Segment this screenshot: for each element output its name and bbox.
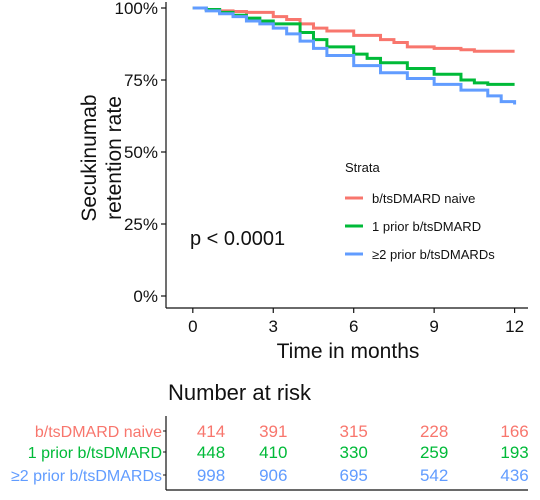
risk-row-label: 1 prior b/tsDMARD <box>28 445 162 462</box>
risk-count: 542 <box>420 466 448 485</box>
legend-label: b/tsDMARD naive <box>372 191 475 206</box>
risk-row-label: b/tsDMARD naive <box>35 424 162 441</box>
risk-table: b/tsDMARD naive 414 391 315 228 166 1 prior b/… <box>11 416 529 491</box>
risk-count: 391 <box>259 422 287 441</box>
y-tick-label: 75% <box>124 71 158 90</box>
legend-label: ≥2 prior b/tsDMARDs <box>372 247 495 262</box>
risk-count: 315 <box>340 422 368 441</box>
x-tick-label: 12 <box>505 317 524 336</box>
y-axis: 0% 25% 50% 75% 100% <box>115 0 166 306</box>
y-tick-label: 0% <box>133 287 158 306</box>
x-axis: 0 3 6 9 12 <box>188 308 524 336</box>
risk-count: 410 <box>259 443 287 462</box>
legend: Strata b/tsDMARD naive 1 prior b/tsDMARD ≥… <box>345 160 495 262</box>
y-tick-label: 25% <box>124 215 158 234</box>
x-tick-label: 6 <box>349 317 358 336</box>
risk-count: 448 <box>197 443 225 462</box>
risk-count: 166 <box>500 422 528 441</box>
x-axis-title: Time in months <box>277 340 420 363</box>
y-tick-label: 100% <box>115 0 158 18</box>
p-value-annotation: p < 0.0001 <box>190 228 285 250</box>
y-axis-title-line1: Secukinumab <box>78 94 101 221</box>
y-tick-label: 50% <box>124 143 158 162</box>
legend-label: 1 prior b/tsDMARD <box>372 219 481 234</box>
risk-row-label: ≥2 prior b/tsDMARDs <box>11 468 162 485</box>
risk-count: 436 <box>500 466 528 485</box>
risk-count: 193 <box>500 443 528 462</box>
risk-count: 695 <box>340 466 368 485</box>
risk-count: 906 <box>259 466 287 485</box>
y-axis-title: Secukinumab retention rate <box>78 94 126 221</box>
risk-count: 998 <box>197 466 225 485</box>
curve-series-3 <box>192 6 517 105</box>
y-axis-title-line2: retention rate <box>103 96 126 220</box>
risk-count: 414 <box>197 422 225 441</box>
risk-count: 259 <box>420 443 448 462</box>
x-tick-label: 0 <box>188 317 197 336</box>
legend-title: Strata <box>345 160 380 175</box>
x-tick-label: 3 <box>269 317 278 336</box>
risk-count: 228 <box>420 422 448 441</box>
x-tick-label: 9 <box>429 317 438 336</box>
risk-count: 330 <box>340 443 368 462</box>
plot-area: 0% 25% 50% 75% 100% 0 3 6 9 12 <box>115 0 528 336</box>
risk-table-title: Number at risk <box>168 380 312 405</box>
survival-curves <box>192 6 517 105</box>
curve-series-2 <box>192 6 515 86</box>
